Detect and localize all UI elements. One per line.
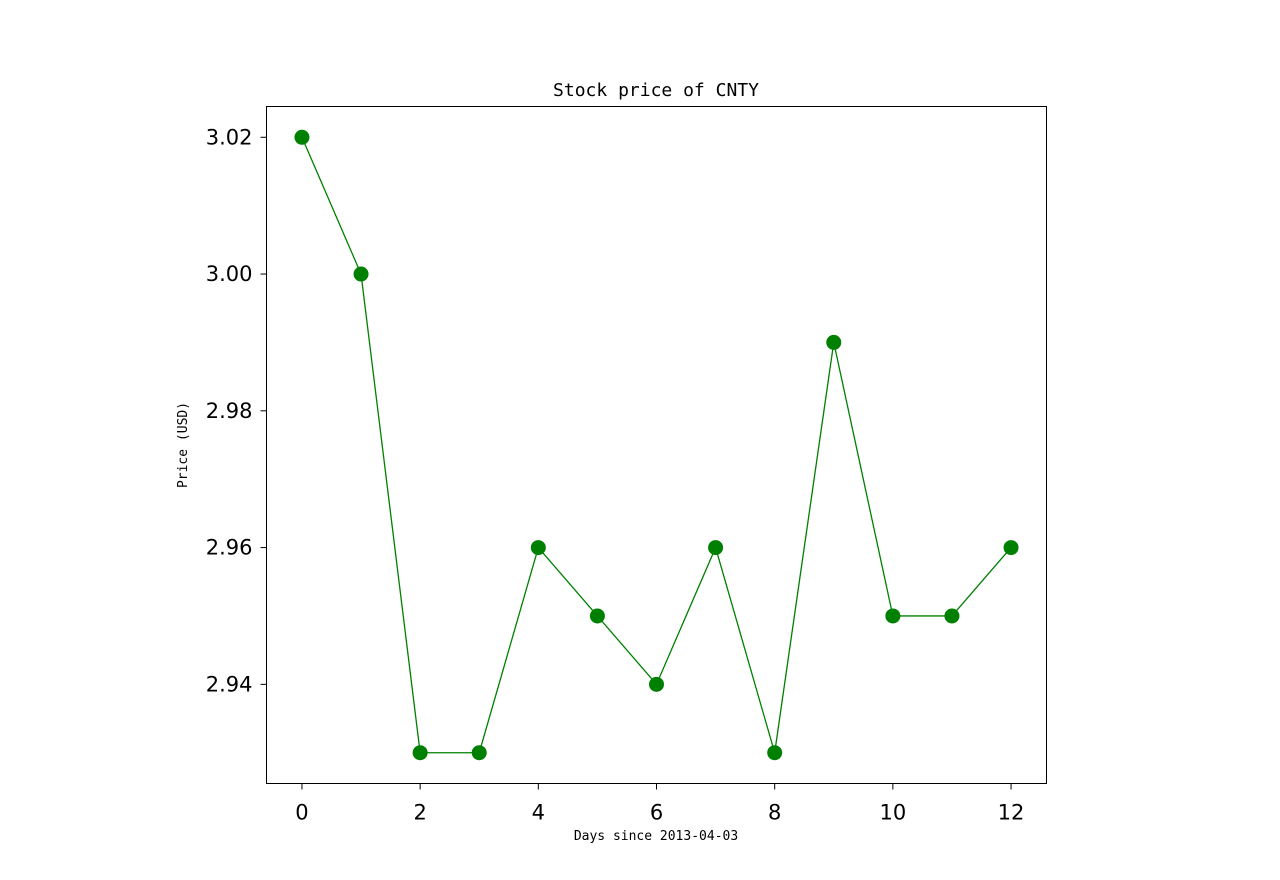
y-axis-label: Price (USD) xyxy=(176,402,191,488)
x-tick-label: 6 xyxy=(650,801,663,825)
price-point xyxy=(589,608,605,624)
y-tick-label: 2.96 xyxy=(206,536,253,560)
axis-ticks: 0 2 4 6 8 10 12 2.94 2.96 2.98 3.00 3.02 xyxy=(206,125,1025,824)
price-point xyxy=(471,745,487,761)
chart-title: Stock price of CNTY xyxy=(553,80,759,101)
price-point xyxy=(412,745,428,761)
x-tick-label: 10 xyxy=(879,801,906,825)
price-point xyxy=(1003,540,1019,556)
x-tick-label: 8 xyxy=(768,801,781,825)
data-series xyxy=(294,129,1019,761)
x-axis-label: Days since 2013-04-03 xyxy=(574,829,738,844)
x-tick-label: 12 xyxy=(998,801,1025,825)
price-point xyxy=(826,334,842,350)
x-tick-label: 2 xyxy=(413,801,426,825)
price-point xyxy=(353,266,369,282)
price-point xyxy=(885,608,901,624)
price-point xyxy=(530,540,546,556)
x-tick-label: 0 xyxy=(295,801,308,825)
y-tick-label: 2.98 xyxy=(206,399,253,423)
y-tick-label: 2.94 xyxy=(206,672,253,696)
price-point xyxy=(767,745,783,761)
price-line xyxy=(301,137,1012,754)
price-point xyxy=(294,129,310,145)
x-tick-label: 4 xyxy=(532,801,545,825)
price-point xyxy=(708,540,724,556)
y-tick-label: 3.02 xyxy=(206,125,253,149)
y-tick-label: 3.00 xyxy=(206,262,253,286)
price-point xyxy=(944,608,960,624)
price-point xyxy=(649,676,664,692)
